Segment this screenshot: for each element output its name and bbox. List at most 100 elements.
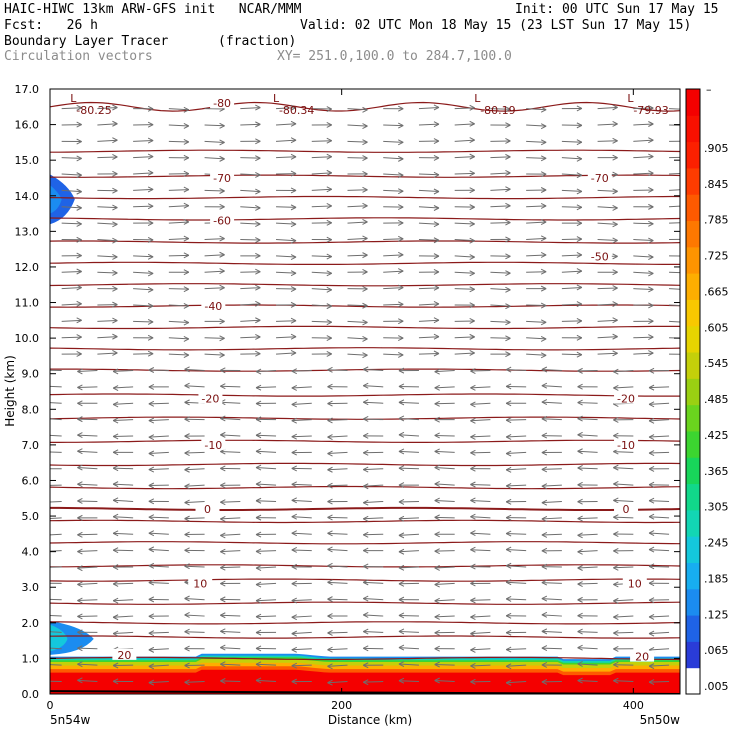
colorbar-segment [686,430,700,458]
y-tick-label: 9.0 [22,368,40,381]
colorbar-tick-label: .605 [704,321,729,334]
wind-vector-head [648,663,655,670]
wind-vector-head [326,319,332,326]
wind-vector-head [612,285,618,291]
wind-vector [168,238,189,241]
wind-vector [363,681,384,683]
wind-vector [113,615,134,618]
wind-vector-head [290,349,297,356]
wind-vector-head [433,221,440,228]
wind-vector-head [255,333,261,340]
wind-vector [526,353,547,356]
contour-label-bg [201,438,226,450]
tracer-patch [50,624,68,652]
wind-vector-head [470,646,476,653]
wind-vector [649,386,670,389]
wind-vector-head [612,154,618,161]
wind-vector [113,599,134,602]
wind-vector-head [290,187,297,194]
wind-vector [526,337,547,340]
wind-vector [577,647,598,650]
wind-vector-head [255,138,261,145]
wind-vector-head [576,155,583,162]
wind-vector-head [434,514,440,521]
wind-vector [470,499,491,502]
wind-vector [148,435,169,438]
wind-vector-head [577,367,583,374]
wind-vector [168,254,189,257]
wind-vector-head [255,317,261,324]
y-tick-label: 1.0 [22,652,40,665]
wind-vector [398,680,419,683]
wind-vector [204,124,225,127]
wind-vector-head [255,613,262,620]
wind-vector [597,336,618,339]
wind-vector-head [148,383,155,390]
wind-vector [240,336,261,339]
wind-vector-head [184,531,190,538]
wind-vector [649,664,670,667]
wind-vector-head [77,498,83,504]
wind-vector [184,597,205,601]
wind-vector [506,435,527,438]
wind-vector [77,599,98,602]
wind-vector-head [648,350,654,357]
wind-vector-head [612,301,618,307]
wind-vector-head [255,104,261,111]
wind-vector-head [220,677,226,684]
wind-vector [597,287,618,290]
wind-vector-head [469,221,475,227]
wind-vector [113,386,134,389]
wind-vector-head [398,251,404,258]
wind-vector-head [77,368,83,375]
wind-vector-head [112,104,118,111]
wind-vector [398,450,419,453]
wind-vector [398,517,419,520]
colorbar-segment [686,325,700,353]
low-marker-value: -80.19 [480,104,515,117]
wind-vector [50,631,62,633]
wind-vector-head [363,449,369,456]
wind-vector-head [255,121,261,128]
wind-vector-head [398,235,404,242]
wind-vector [577,418,598,421]
wind-vector [220,614,241,617]
wind-vector-head [613,564,619,571]
colorbar-tick-label: .725 [704,250,729,263]
wind-vector-head [220,465,226,472]
wind-vector [633,271,654,274]
wind-vector [363,631,384,633]
wind-vector [184,468,205,471]
wind-vector [541,614,562,617]
wind-vector [577,680,598,683]
wind-vector [434,615,455,618]
wind-vector-head [434,531,440,538]
wind-vector-head [505,153,511,160]
wind-vector [347,353,368,356]
wind-vector [649,500,670,502]
wind-vector-head [147,220,154,226]
wind-vector-head [434,548,440,555]
wind-vector-head [613,368,619,375]
wind-vector [113,370,134,372]
temperature-contour [50,347,680,351]
wind-vector-head [255,155,261,162]
wind-vector-head [577,415,583,422]
wind-vector-head [576,351,583,358]
wind-vector [434,599,455,602]
wind-vector [506,451,527,455]
wind-vector [347,189,368,191]
wind-vector-head [76,121,82,128]
wind-vector-head [327,466,333,473]
wind-vector [291,370,312,372]
wind-vector-head [540,187,547,193]
wind-vector [256,615,277,618]
wind-vector-head [362,235,368,242]
wind-vector-head [291,563,297,570]
wind-vector [291,402,312,405]
wind-vector-head [327,613,333,619]
wind-vector-head [148,679,155,686]
y-tick-label: 15.0 [15,154,40,167]
wind-vector-head [434,661,440,668]
wind-vector [50,517,62,520]
